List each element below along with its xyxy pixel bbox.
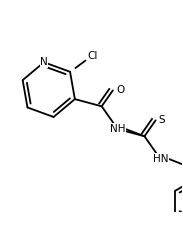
Text: Cl: Cl (87, 51, 98, 61)
Text: HN: HN (153, 154, 168, 164)
Text: O: O (116, 85, 124, 95)
Text: NH: NH (110, 124, 125, 134)
Text: N: N (40, 57, 48, 67)
Text: S: S (159, 115, 165, 125)
